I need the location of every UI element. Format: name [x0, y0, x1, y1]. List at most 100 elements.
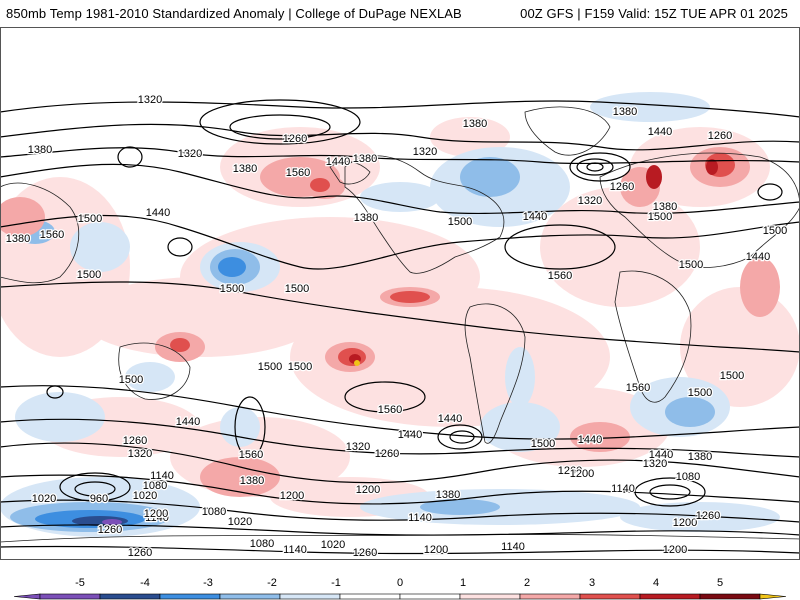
anomaly-patch: [200, 457, 280, 497]
contour-label: 1500: [448, 216, 472, 228]
colorbar-tick-label: 3: [589, 577, 595, 589]
contour-label: 1380: [6, 233, 30, 245]
contour-label: 1560: [40, 229, 64, 241]
anomaly-patch: [620, 502, 780, 532]
contour-label: 1320: [138, 94, 162, 106]
contour-label-group: 1320 1260 1380 1320 1380 1380 1440 1380 1320 1380…: [5, 93, 789, 560]
model-valid-time: 00Z GFS | F159 Valid: 15Z TUE APR 01 202…: [520, 6, 788, 21]
contour-label: 1260: [610, 181, 634, 193]
contour-label: 1200: [424, 544, 448, 556]
contour-label: 1440: [648, 126, 672, 138]
coastlines: [0, 106, 800, 543]
anomaly-patch: [460, 157, 520, 197]
anomaly-map: 1320 1260 1380 1320 1380 1380 1440 1380 1320 1380…: [0, 27, 800, 560]
contour-label: 1140: [283, 544, 307, 556]
contour-label: 1500: [679, 259, 703, 271]
contour-label: 1320: [413, 146, 437, 158]
contour-label: 1260: [375, 448, 399, 460]
contour-label: 1140: [611, 483, 635, 495]
contour-label: 1380: [613, 106, 637, 118]
contour-label: 1560: [378, 404, 402, 416]
contour-label: 1500: [531, 438, 555, 450]
contour-label: 1440: [746, 251, 770, 263]
anomaly-patch: [665, 397, 715, 427]
anomaly-patch: [590, 92, 710, 122]
anomaly-patch: [360, 182, 440, 212]
coast-alaska: [329, 161, 371, 185]
contour-label: 1380: [688, 451, 712, 463]
contour-label: 1500: [688, 387, 712, 399]
colorbar-segment: [99, 593, 161, 600]
contour-label: 1500: [258, 361, 282, 373]
contour-label: 1440: [578, 434, 602, 446]
contour-label: 1500: [720, 370, 744, 382]
contour-label: 1140: [408, 512, 432, 524]
anomaly-patch: [218, 257, 246, 277]
colorbar-segment: [219, 593, 281, 600]
colorbar-tick-label: 1: [460, 577, 466, 589]
coast-africa: [614, 270, 692, 403]
colorbar-tick-labels: -5 -4 -3 -2 -1 0 1 2 3 4 5: [75, 577, 723, 589]
colorbar-max-arrow: [759, 593, 787, 600]
contour-label: 1380: [354, 212, 378, 224]
anomaly-patch: [420, 499, 500, 515]
contour-label: 1020: [133, 490, 157, 502]
colorbar-segment: [39, 593, 101, 600]
colorbar-bar: [13, 593, 787, 600]
colorbar-tick-label: 2: [524, 577, 530, 589]
anomaly-patch: [706, 159, 718, 175]
colorbar-min-arrow: [13, 593, 41, 600]
contour-label: 1440: [146, 207, 170, 219]
contour-label: 1260: [696, 510, 720, 522]
colorbar-tick-label: 0: [397, 577, 403, 589]
contour-label: 1260: [558, 465, 582, 477]
height-contours: [0, 99, 800, 555]
contour-label: 1260: [123, 435, 147, 447]
contour-label: 1260: [128, 547, 152, 559]
anomaly-patch: [70, 222, 130, 272]
contour-label: 1440: [176, 416, 200, 428]
anomaly-patch: [540, 187, 700, 307]
colorbar-segment: [639, 593, 701, 600]
anomaly-patch: [646, 165, 662, 189]
contour-label: 1560: [548, 270, 572, 282]
map-title: 850mb Temp 1981-2010 Standardized Anomal…: [6, 6, 462, 21]
anomaly-shading: [0, 92, 800, 537]
colorbar-tick-label: 5: [717, 577, 723, 589]
contour-label: 1380: [653, 201, 677, 213]
contour-label: 1200: [356, 484, 380, 496]
contour-label: 1200: [144, 508, 168, 520]
colorbar-segment: [579, 593, 641, 600]
contour-label: 1140: [145, 512, 169, 524]
contour-label: 1440: [649, 449, 673, 461]
colorbar-tick-label: -2: [267, 577, 277, 589]
coast-eurasia: [599, 152, 800, 268]
contour-label: 1560: [286, 167, 310, 179]
contour-label: 1260: [353, 547, 377, 559]
contour-label: 1380: [233, 163, 257, 175]
colorbar-segment: [279, 593, 341, 600]
contour-label: 1500: [119, 374, 143, 386]
anomaly-patch: [570, 422, 630, 452]
anomaly-patch: [125, 362, 175, 392]
contour-label: 1380: [436, 489, 460, 501]
contour-label: 1500: [288, 361, 312, 373]
colorbar-segment: [519, 593, 581, 600]
contour-label: 1320: [643, 458, 667, 470]
contour-label: 1500: [78, 213, 102, 225]
colorbar-tick-label: -3: [203, 577, 213, 589]
contour-label: 1380: [463, 118, 487, 130]
contour-label: 1020: [32, 493, 56, 505]
anomaly-patch: [680, 287, 800, 407]
contour-label: 1140: [150, 470, 174, 482]
anomaly-colorbar: -5 -4 -3 -2 -1 0 1 2 3 4 5: [13, 577, 787, 600]
contour-label: 1380: [353, 153, 377, 165]
contour-label: 1500: [220, 283, 244, 295]
contour-label: 1500: [285, 283, 309, 295]
coast-east-asia: [0, 182, 80, 284]
colorbar-segment: [339, 593, 401, 600]
colorbar-segment: [459, 593, 521, 600]
contour-label: 1200: [663, 544, 687, 556]
coast-north-america: [344, 155, 505, 274]
anomaly-patch: [220, 407, 260, 447]
